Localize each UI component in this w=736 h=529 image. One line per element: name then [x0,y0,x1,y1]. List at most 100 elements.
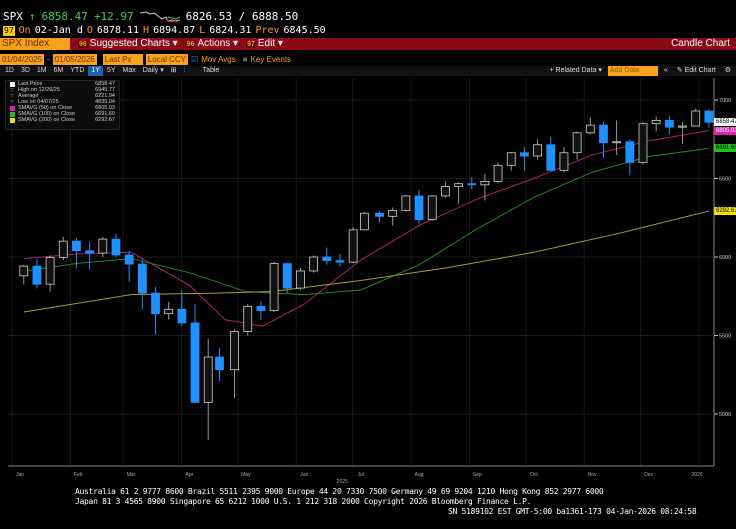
legend-marker-icon: ┬ [10,92,14,98]
frequency-select[interactable]: Daily ▾ [142,67,164,74]
x-tick-label: Nov [588,472,597,478]
gear-icon[interactable]: ⚙ [724,67,731,74]
candle [151,286,160,335]
y-tick-label: 7000 [719,98,731,104]
key-events-label: Key Events [250,55,292,64]
candle-body [111,238,121,256]
mov-avgs-checkbox[interactable]: ☑ [191,55,199,64]
candle [427,194,437,221]
candle [322,247,332,265]
period-max[interactable]: Max [122,67,136,74]
legend-label: SMAVG (200) on Close [18,117,76,123]
candle [164,301,174,320]
candle [704,109,714,128]
candle-body [559,152,569,171]
candle-body [151,292,160,315]
field-select[interactable]: Last Px [102,54,143,65]
x-tick-label: Aug [415,472,424,478]
period-1y[interactable]: 1Y [88,66,103,76]
period-1d[interactable]: 1D [5,67,14,74]
candle [506,151,516,171]
candle [480,173,490,201]
menu-bar [0,38,736,50]
x-tick-label: May [241,472,251,478]
collapse-icon[interactable]: « [663,67,668,74]
price-tag: 6858.47 [714,118,736,127]
x-tick-label: Dec [644,472,653,478]
candle-body [585,124,595,134]
period-6m[interactable]: 6M [53,67,64,74]
legend-marker-icon: ┬ [10,86,14,92]
candle-body [45,257,55,285]
candle-body [388,209,398,217]
candle [625,139,635,176]
x-tick-label: 2026 [691,472,702,478]
candle-body [546,144,556,171]
bid-ask: 6826.53 / 6888.50 [185,9,299,23]
candle [414,189,424,225]
period-ytd[interactable]: YTD [70,67,85,74]
legend-swatch [10,106,15,111]
legend-label: Low on 04/07/25 [18,99,59,105]
low-value: 6824.31 [209,25,252,36]
chart-style-icon[interactable]: ⊞ [170,67,177,74]
candle-body [282,263,292,289]
candle-body [32,265,42,285]
high-label: H [143,25,150,36]
candle-body [414,195,424,221]
footer-session: SN 5189102 EST GMT-5:00 ba1361-173 04-Ja… [448,507,697,516]
candle-body [360,212,369,231]
candle-body [85,250,95,254]
add-data-input[interactable]: Add Data [607,66,658,76]
start-date-input[interactable]: 01/04/2025 [0,54,45,65]
security-input[interactable]: SPX Index [0,38,70,50]
edit-menu[interactable]: 97 Edit ▾ [246,37,283,49]
legend-label: Average [18,93,39,99]
candle-body [454,183,463,187]
candle [638,121,648,165]
y-tick-label: 6500 [719,177,731,183]
candle [678,121,687,144]
related-data-button[interactable]: + Related Data ▾ [549,67,602,74]
period-5y[interactable]: 5Y [106,67,116,74]
candle-icon[interactable]: ⁞ [183,67,186,74]
candle-body [467,183,477,186]
news-icon[interactable]: 97 [3,25,15,36]
toolbar-right: + Related Data ▾ Add Data « ✎ Edit Chart… [547,66,735,76]
y-tick-label: 5500 [719,334,731,340]
candle [32,258,42,289]
candle [203,338,213,440]
legend-value: 6858.47 [95,81,115,87]
candle [572,131,582,160]
suggested-charts-menu[interactable]: 96 Suggested Charts ▾ [78,37,178,49]
candle [440,181,450,198]
chart-type-title: Candle Chart [671,38,730,49]
candle [215,348,224,382]
candle-body [309,256,319,272]
table-button[interactable]: Table [202,67,220,74]
period-3d[interactable]: 3D [20,67,30,74]
candle-chart[interactable]: Jan Feb Mar Apr May Jun Jul Aug Sep Oct Nov Dec 2026… [0,78,736,490]
candle-body [203,356,213,403]
end-date-input[interactable]: 01/05/2026 [52,54,97,65]
actions-menu[interactable]: 96 Actions ▾ [185,37,239,49]
x-tick-label: Jan [16,472,24,478]
chart-legend: Last Price 6858.47 ┬ High on 12/26/25 6945.7… [5,80,120,130]
candle-body [230,331,239,371]
prev-value: 6845.50 [283,25,326,36]
x-tick-label: Feb [74,472,83,478]
candle-body [322,256,332,262]
legend-item: ┬ Low on 04/07/25 4835.04 [6,98,119,105]
edit-chart-button[interactable]: ✎ Edit Chart [676,67,716,74]
candle [45,255,55,292]
period-1m[interactable]: 1M [36,67,47,74]
y-tick-label: 5000 [719,412,731,418]
candle [388,207,398,226]
candle-body [72,240,81,252]
mov-avgs-label: Mov Avgs [201,55,236,64]
candle [348,227,358,264]
candle-body [638,123,648,163]
currency-select[interactable]: Local CCY [145,54,189,65]
key-events-checkbox[interactable]: ■ [242,55,248,64]
candle [230,329,239,399]
